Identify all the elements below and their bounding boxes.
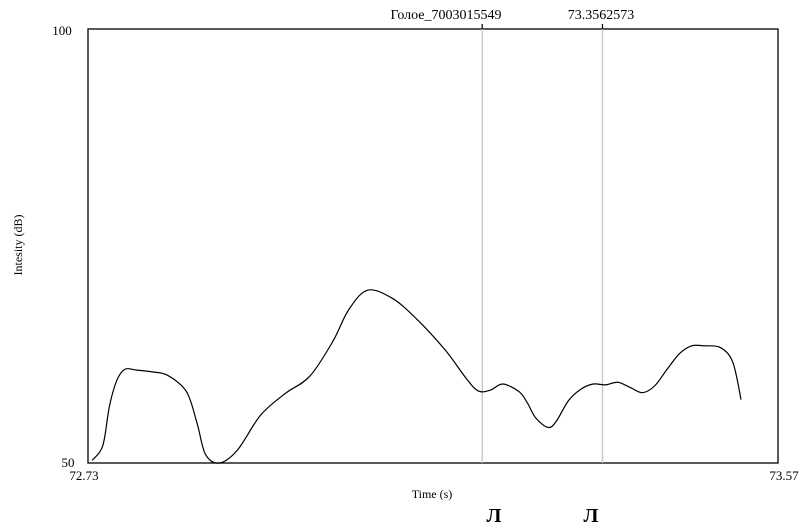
plot-frame <box>87 28 779 464</box>
bottom-marker-2: Л <box>584 505 599 527</box>
y-tick-label-bottom: 50 <box>62 455 75 470</box>
bottom-marker-1: Л <box>487 505 502 527</box>
intensity-curve <box>91 289 742 464</box>
cursor-label-1: Голое_7003015549 <box>390 8 501 23</box>
x-tick-label-right: 73.57 <box>769 468 799 483</box>
x-tick-label-left: 72.73 <box>69 468 98 483</box>
cursor-label-2: 73.3562573 <box>568 8 635 23</box>
y-axis-title: Intesity (dB) <box>11 215 25 276</box>
cursor-layer <box>481 24 604 463</box>
y-tick-label-top: 100 <box>52 23 72 38</box>
x-axis-title: Time (s) <box>412 487 453 501</box>
